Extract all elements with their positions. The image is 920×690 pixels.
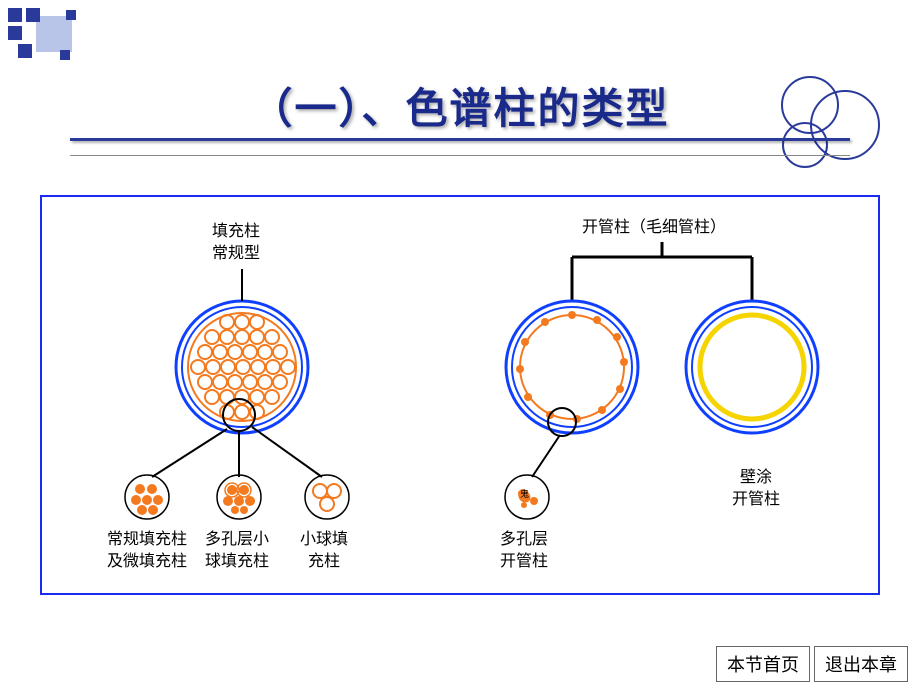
label-left3-l1: 小球填 <box>300 531 348 548</box>
corner-decoration <box>6 6 116 61</box>
section-home-button[interactable]: 本节首页 <box>716 646 810 682</box>
footer-nav: 本节首页 退出本章 <box>716 646 908 682</box>
label-left2-l1: 多孔层小 <box>205 531 269 548</box>
label-right1-l1: 多孔层 <box>500 531 548 548</box>
sub-open-1: 鬼 <box>505 475 549 519</box>
svg-text:鬼: 鬼 <box>520 488 529 499</box>
label-right2-l2: 开管柱 <box>732 491 780 508</box>
title-underline <box>70 138 850 141</box>
sub-packed-1 <box>125 475 169 519</box>
sub-packed-3 <box>305 475 349 519</box>
label-left2-l2: 球填充柱 <box>205 553 269 570</box>
label-open-top: 开管柱（毛细管柱） <box>582 217 726 239</box>
exit-chapter-button[interactable]: 退出本章 <box>814 646 908 682</box>
open-column-wall <box>686 301 818 433</box>
label-right2-l1: 壁涂 <box>740 469 772 486</box>
label-left3-l2: 充柱 <box>308 553 340 570</box>
label-packed-top2: 常规型 <box>212 243 260 265</box>
label-right1-l2: 开管柱 <box>500 553 548 570</box>
label-left1-l2: 及微填充柱 <box>107 553 187 570</box>
sub-packed-2 <box>217 475 261 519</box>
diagram-container: 鬼 填充柱 常规型 开管柱（毛细管柱） 常规填充柱 及微填充柱 多孔层小 球填充… <box>40 195 880 595</box>
slide-title: （一）、色谱柱的类型 <box>0 75 920 136</box>
label-left1-l1: 常规填充柱 <box>107 531 187 548</box>
title-underline-thin <box>70 155 850 156</box>
open-column-porous <box>506 301 638 436</box>
packed-column-main <box>176 301 308 433</box>
label-packed-top1: 填充柱 <box>212 221 260 243</box>
